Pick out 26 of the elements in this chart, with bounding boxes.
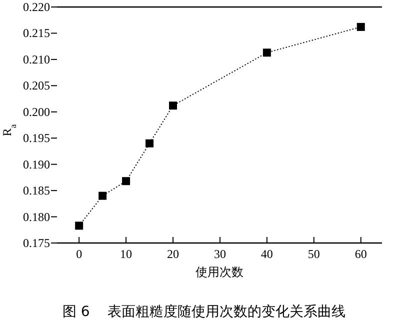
x-tick-label: 50: [308, 247, 320, 261]
caption: 图 6 表面粗糙度随使用次数的变化关系曲线: [62, 304, 346, 320]
point: [356, 22, 365, 31]
point: [75, 222, 84, 230]
y-tick-label: 0.215: [23, 26, 50, 40]
point: [169, 102, 178, 110]
x-tick-label: 40: [260, 247, 273, 261]
x-tick-label: 20: [167, 247, 180, 261]
x-tick-label: 10: [120, 247, 132, 261]
x-axis-title: 使用次数: [196, 265, 244, 279]
y-tick-label: 0.210: [23, 52, 50, 66]
x-tick-label: 0: [76, 247, 82, 261]
y-tick-label: 0.200: [23, 104, 50, 119]
y-tick-label: 0.185: [23, 184, 50, 198]
point: [262, 48, 271, 57]
point: [98, 192, 107, 200]
y-tick-label: 0.190: [23, 157, 50, 172]
y-tick-label: 0.175: [23, 236, 50, 250]
point: [122, 177, 130, 186]
y-tick-label: 0.195: [23, 131, 50, 146]
x-tick-label: 30: [214, 247, 226, 261]
y-tick-label: 0.220: [23, 0, 50, 14]
point: [146, 139, 154, 148]
y-tick-label: 0.205: [23, 78, 50, 93]
x-tick-label: 60: [354, 247, 367, 261]
y-tick-label: 0.180: [23, 210, 50, 224]
